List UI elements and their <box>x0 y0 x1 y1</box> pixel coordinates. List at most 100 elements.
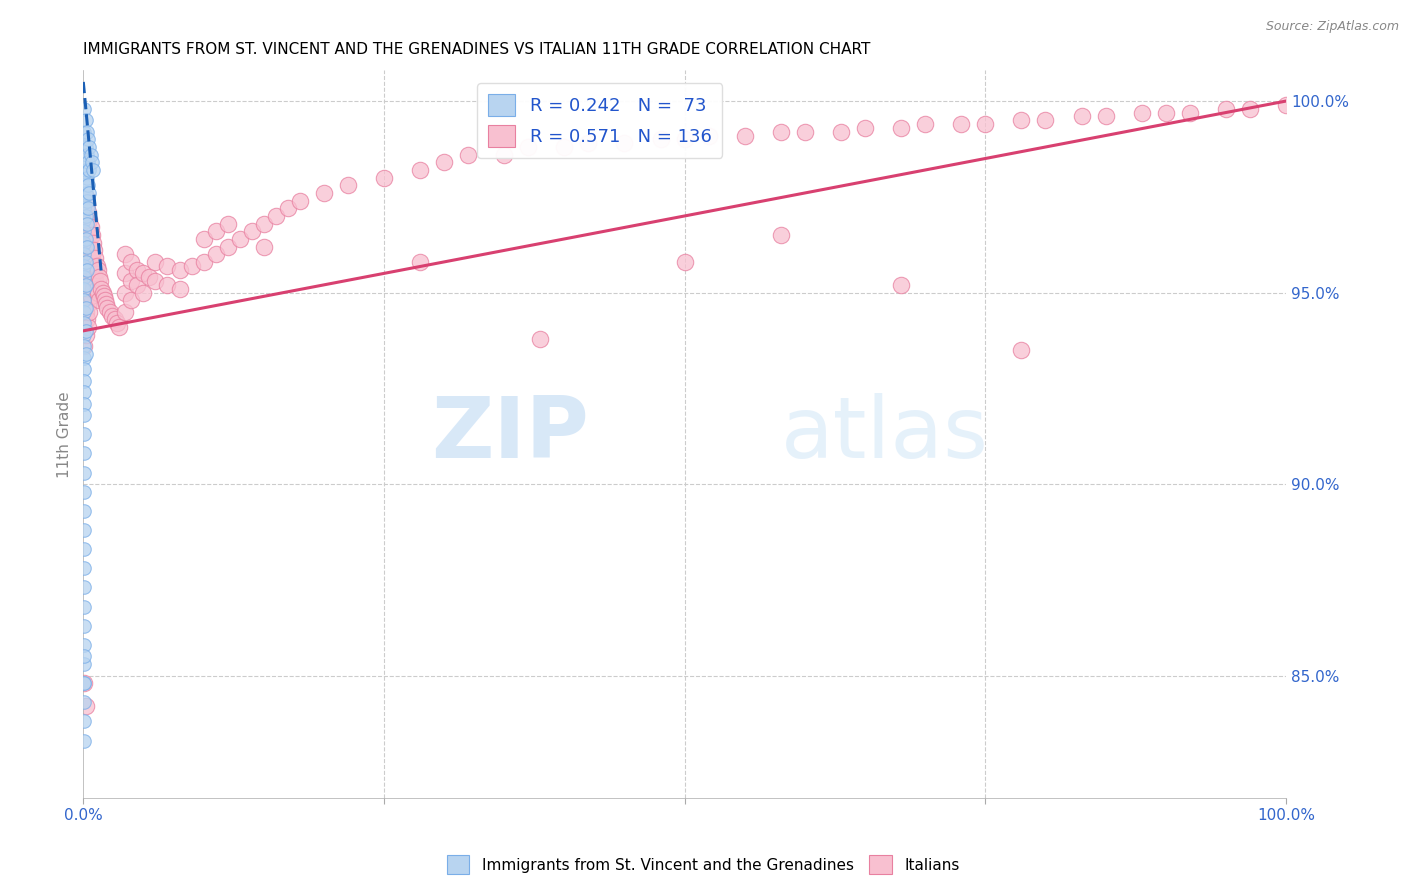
Point <box>1010 113 1032 128</box>
Point <box>83 267 105 281</box>
Point <box>73 102 96 116</box>
Point <box>336 178 359 193</box>
Point <box>73 581 96 595</box>
Point <box>76 194 98 208</box>
Point <box>73 427 96 442</box>
Point <box>156 259 179 273</box>
Point <box>138 270 160 285</box>
Point <box>73 408 96 422</box>
Point <box>76 244 98 258</box>
Point <box>91 285 114 300</box>
Point <box>180 259 202 273</box>
Point <box>87 262 110 277</box>
Point <box>77 178 100 193</box>
Point <box>73 484 96 499</box>
Point <box>288 194 311 208</box>
Point <box>433 155 456 169</box>
Point <box>75 212 97 227</box>
Point <box>75 327 97 342</box>
Point <box>75 140 97 154</box>
Point <box>80 274 103 288</box>
Point <box>73 304 96 318</box>
Point <box>86 259 108 273</box>
Point <box>79 259 101 273</box>
Point <box>86 282 108 296</box>
Point <box>673 132 696 146</box>
Point <box>73 385 96 400</box>
Point <box>79 267 101 281</box>
Point <box>77 228 100 243</box>
Point <box>77 155 100 169</box>
Point <box>950 117 973 131</box>
Point <box>217 239 239 253</box>
Point <box>890 120 912 135</box>
Point <box>84 251 107 265</box>
Point <box>114 304 136 318</box>
Point <box>80 251 103 265</box>
Point <box>409 255 432 269</box>
Point <box>89 274 111 288</box>
Point <box>769 125 792 139</box>
Point <box>73 676 96 690</box>
Point <box>76 220 98 235</box>
Point <box>73 351 96 365</box>
Point <box>578 136 600 151</box>
Point <box>73 466 96 480</box>
Point <box>217 217 239 231</box>
Point <box>494 147 516 161</box>
Text: IMMIGRANTS FROM ST. VINCENT AND THE GRENADINES VS ITALIAN 11TH GRADE CORRELATION: IMMIGRANTS FROM ST. VINCENT AND THE GREN… <box>83 42 870 57</box>
Point <box>75 235 97 250</box>
Point <box>96 301 118 315</box>
Point <box>77 297 100 311</box>
Point <box>101 309 124 323</box>
Point <box>73 638 96 652</box>
Point <box>94 297 117 311</box>
Point <box>73 270 96 285</box>
Point <box>77 132 100 146</box>
Point <box>79 289 101 303</box>
Point <box>253 239 276 253</box>
Point <box>87 270 110 285</box>
Point <box>73 293 96 308</box>
Point <box>73 504 96 518</box>
Point <box>83 244 105 258</box>
Point <box>120 274 142 288</box>
Point <box>673 255 696 269</box>
Point <box>77 205 100 219</box>
Point <box>73 339 96 353</box>
Point <box>73 561 96 575</box>
Point <box>114 267 136 281</box>
Point <box>75 255 97 269</box>
Point <box>73 649 96 664</box>
Point <box>73 618 96 632</box>
Point <box>76 267 98 281</box>
Point <box>77 320 100 334</box>
Point <box>890 277 912 292</box>
Point <box>830 125 852 139</box>
Point <box>204 247 226 261</box>
Point <box>264 209 287 223</box>
Point <box>75 324 97 338</box>
Point <box>73 212 96 227</box>
Point <box>73 542 96 557</box>
Point <box>793 125 815 139</box>
Point <box>409 163 432 178</box>
Point <box>87 285 110 300</box>
Point <box>73 316 96 330</box>
Point <box>277 202 299 216</box>
Y-axis label: 11th Grade: 11th Grade <box>58 391 72 477</box>
Point <box>73 657 96 671</box>
Point <box>77 274 100 288</box>
Text: Source: ZipAtlas.com: Source: ZipAtlas.com <box>1265 20 1399 33</box>
Point <box>156 277 179 292</box>
Point <box>914 117 936 131</box>
Point <box>697 128 720 143</box>
Text: atlas: atlas <box>780 392 988 475</box>
Point <box>73 259 96 273</box>
Point <box>73 152 96 166</box>
Point <box>94 293 117 308</box>
Point <box>517 140 540 154</box>
Point <box>145 255 167 269</box>
Point <box>75 190 97 204</box>
Point <box>253 217 276 231</box>
